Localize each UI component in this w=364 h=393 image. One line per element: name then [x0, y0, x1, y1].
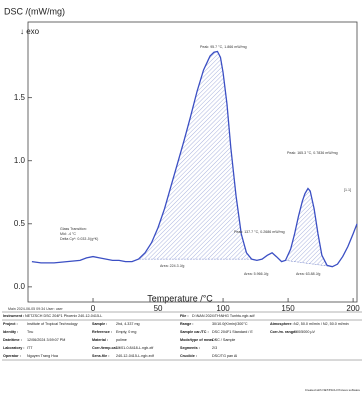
y-tick-label: 0.0: [14, 282, 26, 291]
table-value: Tnu: [27, 330, 33, 334]
y-tick-label: 0.5: [14, 219, 26, 228]
plot: 0.0 0.5 1.0 1.5 0 50 100 150 200 Glass Transition…: [14, 21, 360, 313]
table-label: Sample car./TC :: [180, 330, 209, 334]
table-label: Reference :: [92, 330, 112, 334]
table-value: Institute of Tropical Technology: [27, 322, 78, 326]
x-tick-label: 150: [281, 304, 295, 313]
x-tick-label: 50: [154, 304, 163, 313]
table-label: Material :: [92, 338, 108, 342]
table-value: D:\NAN 2024\TH\NHG Tunhtu.ngb-sdf: [192, 314, 255, 318]
table-label: Project :: [3, 322, 18, 326]
table-value: 2/3: [212, 346, 217, 350]
table-value: DSC / Sample: [212, 338, 235, 342]
main-info: Main 2024-06-05 09:34 User: user: [8, 307, 64, 311]
y-axis-title: DSC /(mW/mg): [4, 6, 65, 16]
annotation: Peak: 95.7 °C, 1.866 mW/mg: [200, 45, 247, 49]
table-value: polime: [116, 338, 127, 342]
table-label: Laboratory :: [3, 346, 25, 350]
table-value: 12/06/2024 3:59:07 PM: [27, 338, 65, 342]
dsc-curve: [31, 50, 358, 268]
table-label: Corr./m. range :: [270, 330, 297, 334]
y-tick-label: 1.0: [14, 156, 26, 165]
table-value: ITT: [27, 346, 33, 350]
table-value: 2hd, 4.337 mg: [116, 322, 140, 326]
table-value: 240-12-0415-L.ngb-edf: [116, 354, 155, 358]
plot-frame: [27, 21, 358, 303]
table-label: Date/time :: [3, 338, 22, 342]
footer: Created with NETZSCH Proteus software: [305, 388, 361, 392]
table-value: 30/10.0(K/min)/300°C: [212, 322, 248, 326]
annotation: Area: 5.966 J/g: [244, 272, 268, 276]
table-label: Corr./temp.cal. :: [92, 346, 120, 350]
table-value: Nguyen Trang Hoa: [27, 354, 59, 358]
table-value: 500/5000 µV: [294, 330, 316, 334]
table-label: Segments :: [180, 346, 200, 350]
y-tick-label: 1.5: [14, 93, 26, 102]
annotation: Area: 224.3 J/g: [160, 264, 184, 268]
annotation: Peak: 137.7 °C, 0.2686 mW/mg: [234, 230, 285, 234]
table-label: Atmosphere :: [270, 322, 294, 326]
table-value: Empty, 0 mg: [116, 330, 136, 334]
table-value: N2, 50.0 ml/min / N2, 50.0 ml/min: [294, 322, 349, 326]
annotation: Mid: -4 °C: [60, 232, 76, 236]
table-label: Operator :: [3, 354, 21, 358]
table-label: Identity :: [3, 330, 18, 334]
annotation: [1.1]: [344, 188, 351, 192]
x-tick-label: 100: [216, 304, 230, 313]
info-table: Instrument : NETZSCH DSC 204F1 Phoenix 24…: [2, 311, 362, 361]
table-label: Crucible :: [180, 354, 197, 358]
table-label: Sample :: [92, 322, 107, 326]
x-axis-title: Temperature /°C: [147, 293, 213, 303]
exo-label: ↓ exo: [20, 27, 40, 36]
x-tick-label: 200: [346, 304, 360, 313]
annotation: Delta Cp*: 0.033 J/(g*K): [60, 237, 98, 241]
table-value: 10/01-0.8418-L.ngb-xtf: [116, 346, 154, 350]
table-label: Instrument :: [3, 314, 24, 318]
table-value: DSC/TG pan Al: [212, 354, 237, 358]
table-value: DSC 204F1 Standard / E: [212, 330, 253, 334]
table-label: File :: [180, 314, 189, 318]
table-label: Sens.file :: [92, 354, 109, 358]
table-label: Range :: [180, 322, 194, 326]
table-value: NETZSCH DSC 204F1 Phoenix 240-12-0415-L: [25, 314, 102, 318]
table-label: Mode/type of meas. :: [180, 338, 216, 342]
x-tick-label: 0: [91, 304, 96, 313]
annotation: Glass Transition:: [60, 227, 87, 231]
annotation: Peak: 165.3 °C, 0.7836 mW/mg: [287, 151, 338, 155]
annotation: Area: 63.88 J/g: [296, 272, 320, 276]
